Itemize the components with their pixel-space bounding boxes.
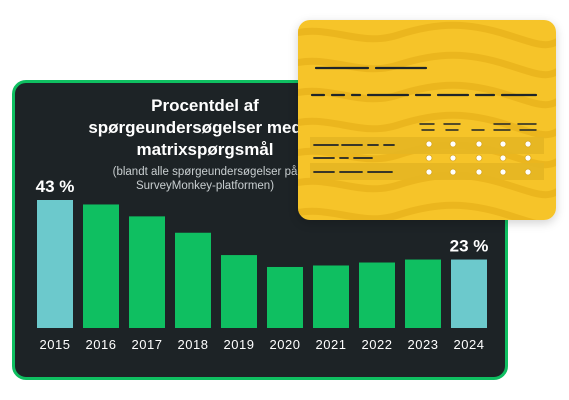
x-tick-label: 2017 [132, 337, 163, 352]
bar-2018 [175, 232, 211, 328]
bar-2020 [267, 266, 303, 328]
survey-illustration [298, 20, 556, 220]
x-tick-label: 2023 [408, 337, 439, 352]
data-label-2024: 23 % [450, 237, 489, 256]
bar-chart: 2015 43 % 2016 2017 2018 2019 2020 2021 2022 2023… [36, 177, 489, 352]
bar-2019 [221, 255, 257, 328]
bar-2016 [83, 204, 119, 328]
data-label-2015: 43 % [36, 177, 75, 196]
bar-2021 [313, 265, 349, 328]
chart-title: Procentdel af spørgeundersøgelser med et… [88, 96, 322, 159]
bar-2017 [129, 216, 165, 328]
x-tick-label: 2024 [454, 337, 485, 352]
bar-2023 [405, 259, 441, 328]
x-tick-label: 2021 [316, 337, 347, 352]
x-tick-label: 2020 [270, 337, 301, 352]
x-tick-label: 2015 [40, 337, 71, 352]
chart-subtitle: (blandt alle spørgeundersøgelser på Surv… [112, 166, 298, 192]
x-tick-label: 2022 [362, 337, 393, 352]
x-tick-label: 2016 [86, 337, 117, 352]
matrix-question-illustration [298, 20, 556, 220]
x-tick-label: 2018 [178, 337, 209, 352]
bar-2024 [451, 259, 487, 328]
bar-2022 [359, 262, 395, 328]
x-tick-label: 2019 [224, 337, 255, 352]
bar-2015 [37, 200, 73, 328]
